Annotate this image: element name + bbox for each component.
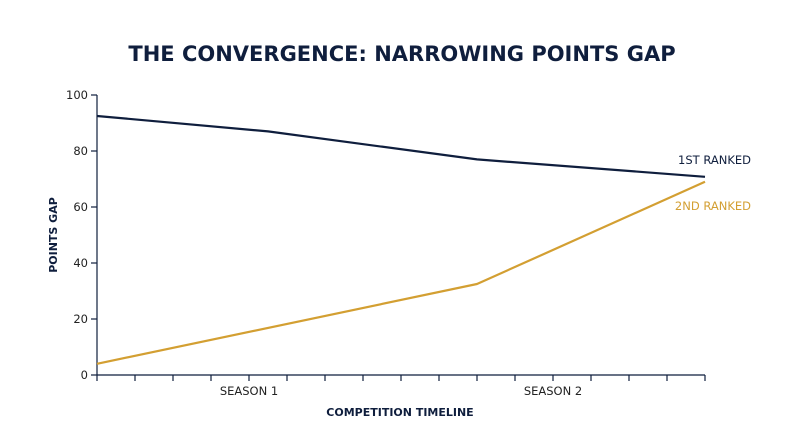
series-labels: 1ST RANKED 2ND RANKED xyxy=(675,153,751,213)
chart-title: THE CONVERGENCE: NARROWING POINTS GAP xyxy=(128,42,675,66)
x-category-label: SEASON 1 xyxy=(220,384,278,398)
series-line-1 xyxy=(96,114,706,178)
series-label-2: 2ND RANKED xyxy=(675,199,751,213)
y-tick-label: 60 xyxy=(73,200,88,214)
x-axis-title: COMPETITION TIMELINE xyxy=(326,406,473,419)
series-line-2 xyxy=(96,180,706,365)
series-label-1: 1ST RANKED xyxy=(678,153,751,167)
y-tick-label: 40 xyxy=(73,256,88,270)
y-tick-label: 20 xyxy=(73,312,88,326)
y-tick-label: 100 xyxy=(66,88,88,102)
x-category-label: SEASON 2 xyxy=(524,384,582,398)
series-lines xyxy=(96,114,706,365)
y-tick-label: 80 xyxy=(73,144,88,158)
axes: 0 20 40 60 80 100 SEASON 1 SEASON 2 xyxy=(66,88,706,398)
y-axis-title: POINTS GAP xyxy=(47,197,60,273)
y-tick-label: 0 xyxy=(81,368,88,382)
